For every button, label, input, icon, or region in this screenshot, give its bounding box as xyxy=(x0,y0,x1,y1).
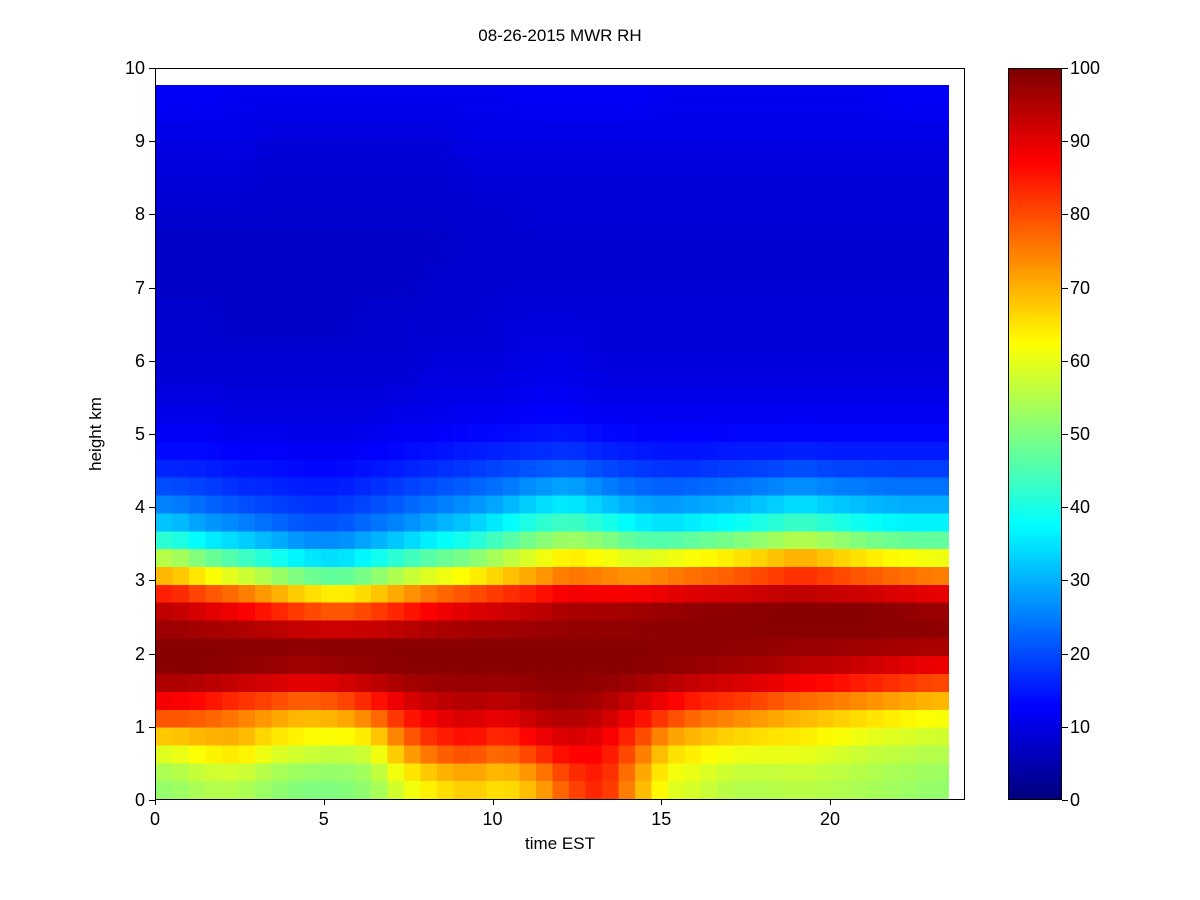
x-axis-label: time EST xyxy=(525,834,595,853)
colorbar-tick-label: 80 xyxy=(1070,204,1091,225)
y-tick-mark xyxy=(149,580,155,582)
colorbar-tick-label: 70 xyxy=(1070,277,1091,298)
x-tick-label: 15 xyxy=(651,809,672,829)
y-tick-mark xyxy=(149,653,155,655)
colorbar xyxy=(1008,68,1062,800)
y-tick-label: 9 xyxy=(134,131,145,152)
colorbar-tick-mark xyxy=(1062,434,1068,435)
colorbar-tick-mark xyxy=(1062,726,1068,728)
y-tick-label: 1 xyxy=(134,716,145,737)
y-tick-label: 0 xyxy=(134,790,145,810)
colorbar-tick-label: 30 xyxy=(1070,570,1091,591)
y-tick-mark xyxy=(149,360,155,362)
x-tick-mark xyxy=(830,800,831,805)
plot-area xyxy=(155,68,965,800)
y-tick-label: 5 xyxy=(134,424,145,444)
colorbar-tick-mark xyxy=(1062,507,1068,509)
colorbar-tick-label: 50 xyxy=(1070,424,1091,444)
colorbar-tick-label: 100 xyxy=(1070,58,1101,78)
colorbar-tick-mark xyxy=(1062,214,1068,216)
colorbar-tick-mark xyxy=(1062,580,1068,582)
colorbar-tick-mark xyxy=(1062,287,1068,289)
y-tick-mark xyxy=(149,726,155,728)
y-tick-label: 10 xyxy=(124,58,145,78)
y-tick-mark xyxy=(149,434,155,435)
colorbar-tick-mark xyxy=(1062,653,1068,655)
x-tick-label: 0 xyxy=(149,809,160,829)
y-tick-mark xyxy=(149,287,155,289)
x-tick-mark xyxy=(492,800,494,805)
y-tick-mark xyxy=(149,141,155,143)
colorbar-tick-label: 10 xyxy=(1070,716,1091,737)
y-tick-label: 6 xyxy=(134,350,145,371)
heatmap-canvas xyxy=(156,85,949,799)
colorbar-tick-label: 0 xyxy=(1070,790,1081,810)
colorbar-tick-label: 60 xyxy=(1070,350,1091,371)
colorbar-tick-label: 90 xyxy=(1070,131,1091,152)
x-tick-label: 5 xyxy=(318,809,329,829)
y-tick-label: 4 xyxy=(134,497,145,518)
colorbar-tick-mark xyxy=(1062,360,1068,362)
colorbar-tick-mark xyxy=(1062,141,1068,143)
y-tick-label: 2 xyxy=(134,643,145,664)
colorbar-tick-mark xyxy=(1062,68,1068,69)
y-tick-mark xyxy=(149,800,155,801)
y-tick-mark xyxy=(149,214,155,216)
y-tick-label: 3 xyxy=(134,570,145,591)
y-tick-label: 7 xyxy=(134,277,145,298)
y-tick-label: 8 xyxy=(134,204,145,225)
colorbar-tick-label: 40 xyxy=(1070,497,1091,518)
x-tick-mark xyxy=(155,800,156,805)
x-tick-label: 10 xyxy=(482,809,503,829)
x-tick-mark xyxy=(661,800,663,805)
colorbar-tick-label: 20 xyxy=(1070,643,1091,664)
y-tick-mark xyxy=(149,507,155,509)
chart-title: 08-26-2015 MWR RH xyxy=(478,26,642,45)
x-tick-label: 20 xyxy=(819,809,841,829)
y-tick-mark xyxy=(149,68,155,69)
x-tick-mark xyxy=(323,800,325,805)
colorbar-canvas xyxy=(1009,69,1061,799)
colorbar-tick-mark xyxy=(1062,800,1068,801)
